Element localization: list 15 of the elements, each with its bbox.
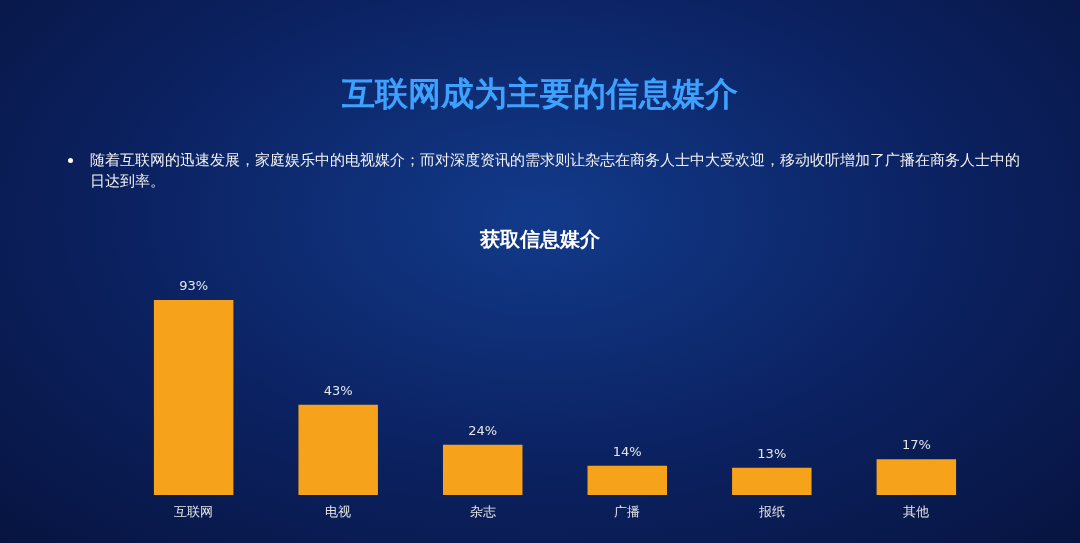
data-label: 17% xyxy=(901,437,931,453)
chart-subtitle: 随着互联网的迅速发展，家庭娱乐中的电视媒介；而对深度资讯的需求则让杂志在商务人士中大受欢迎，移动收听增加了广播在商务人士中的日达到率。 xyxy=(90,150,1020,192)
data-label: 24% xyxy=(468,422,498,438)
text: 获取信息媒介 xyxy=(479,226,601,253)
data-label: 13% xyxy=(757,445,787,461)
x-tick-label: 其他 xyxy=(903,503,930,519)
x-tick-label: 电视 xyxy=(325,503,352,519)
x-tick-label: 广播 xyxy=(614,503,641,519)
data-label: 93% xyxy=(179,278,209,293)
data-label: 43% xyxy=(323,382,353,398)
x-tick-label: 报纸 xyxy=(757,503,785,519)
chart-title: 互联网成为主要的信息媒介 xyxy=(341,73,739,115)
x-tick-label: 杂志 xyxy=(469,503,496,519)
data-label: 14% xyxy=(612,443,642,459)
x-tick-label: 互联网 xyxy=(174,503,214,519)
